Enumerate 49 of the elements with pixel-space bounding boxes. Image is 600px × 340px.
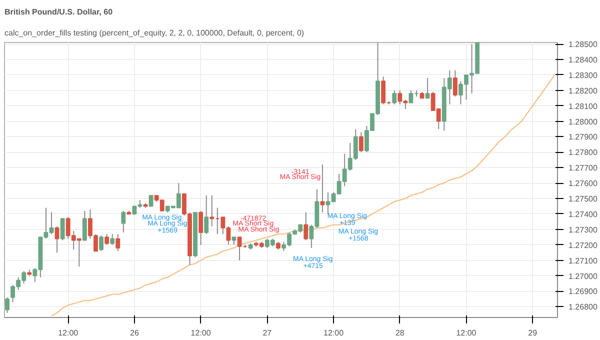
- y-tick-label: 1.27000: [568, 272, 598, 281]
- candlestick: [116, 234, 120, 252]
- candlestick: [408, 90, 414, 104]
- x-tick-label: 12:00: [58, 328, 79, 338]
- chart-subtitle: calc_on_order_fills testing (percent_of_equity, 2, 2, 0, 100000, Default, 0, percent, 0): [4, 28, 304, 38]
- y-tick-label: 1.28200: [568, 86, 598, 96]
- y-tick-label: 1.27500: [568, 194, 598, 204]
- candlestick: [60, 218, 65, 241]
- candlestick: [358, 132, 364, 153]
- x-tick-label: 12:00: [190, 328, 212, 338]
- y-tick-label: 1.27700: [568, 164, 598, 173]
- candlestick: [121, 210, 126, 234]
- y-tick-label: 1.27100: [568, 256, 598, 266]
- y-tick-label: 1.27300: [568, 225, 598, 234]
- candlestick: [392, 90, 397, 105]
- y-tick-label: 1.28500: [568, 40, 598, 50]
- candlestick: [5, 296, 10, 314]
- x-tick-label: 27: [262, 328, 272, 338]
- x-tick-label: 12:00: [324, 328, 344, 338]
- x-tick-label: 12:00: [456, 328, 477, 338]
- candlestick: [304, 212, 308, 241]
- y-tick-label: 1.28100: [568, 102, 598, 111]
- y-tick-label: 1.27800: [568, 148, 598, 158]
- y-tick-label: 1.26900: [568, 287, 598, 296]
- candlestick: [99, 235, 104, 252]
- candlestick: [54, 226, 60, 254]
- candlestick: [82, 210, 87, 241]
- y-tick-label: 1.28000: [568, 117, 598, 126]
- y-tick-label: 1.28400: [568, 55, 598, 64]
- candlestick: [204, 194, 209, 235]
- x-tick-label: 26: [130, 328, 140, 338]
- candlestick: [237, 236, 242, 261]
- y-tick-label: 1.27200: [568, 240, 598, 250]
- candlestick: [104, 234, 110, 246]
- y-tick-label: 1.27400: [568, 210, 598, 219]
- candlestick: [425, 78, 430, 99]
- x-tick-label: 29: [528, 328, 538, 338]
- line-series: [50, 74, 556, 317]
- y-tick-label: 1.26800: [568, 302, 598, 312]
- y-tick-label: 1.28300: [568, 70, 598, 80]
- y-tick-label: 1.27600: [568, 179, 598, 188]
- candlestick: [320, 164, 325, 213]
- candlestick: [198, 210, 204, 246]
- y-tick-label: 1.27900: [568, 132, 598, 142]
- chart-title: British Pound/U.S. Dollar, 60: [4, 8, 114, 16]
- x-tick-label: 28: [395, 328, 405, 338]
- candlestick: [452, 70, 458, 98]
- candlestick: [110, 234, 115, 246]
- candlestick: [148, 194, 154, 207]
